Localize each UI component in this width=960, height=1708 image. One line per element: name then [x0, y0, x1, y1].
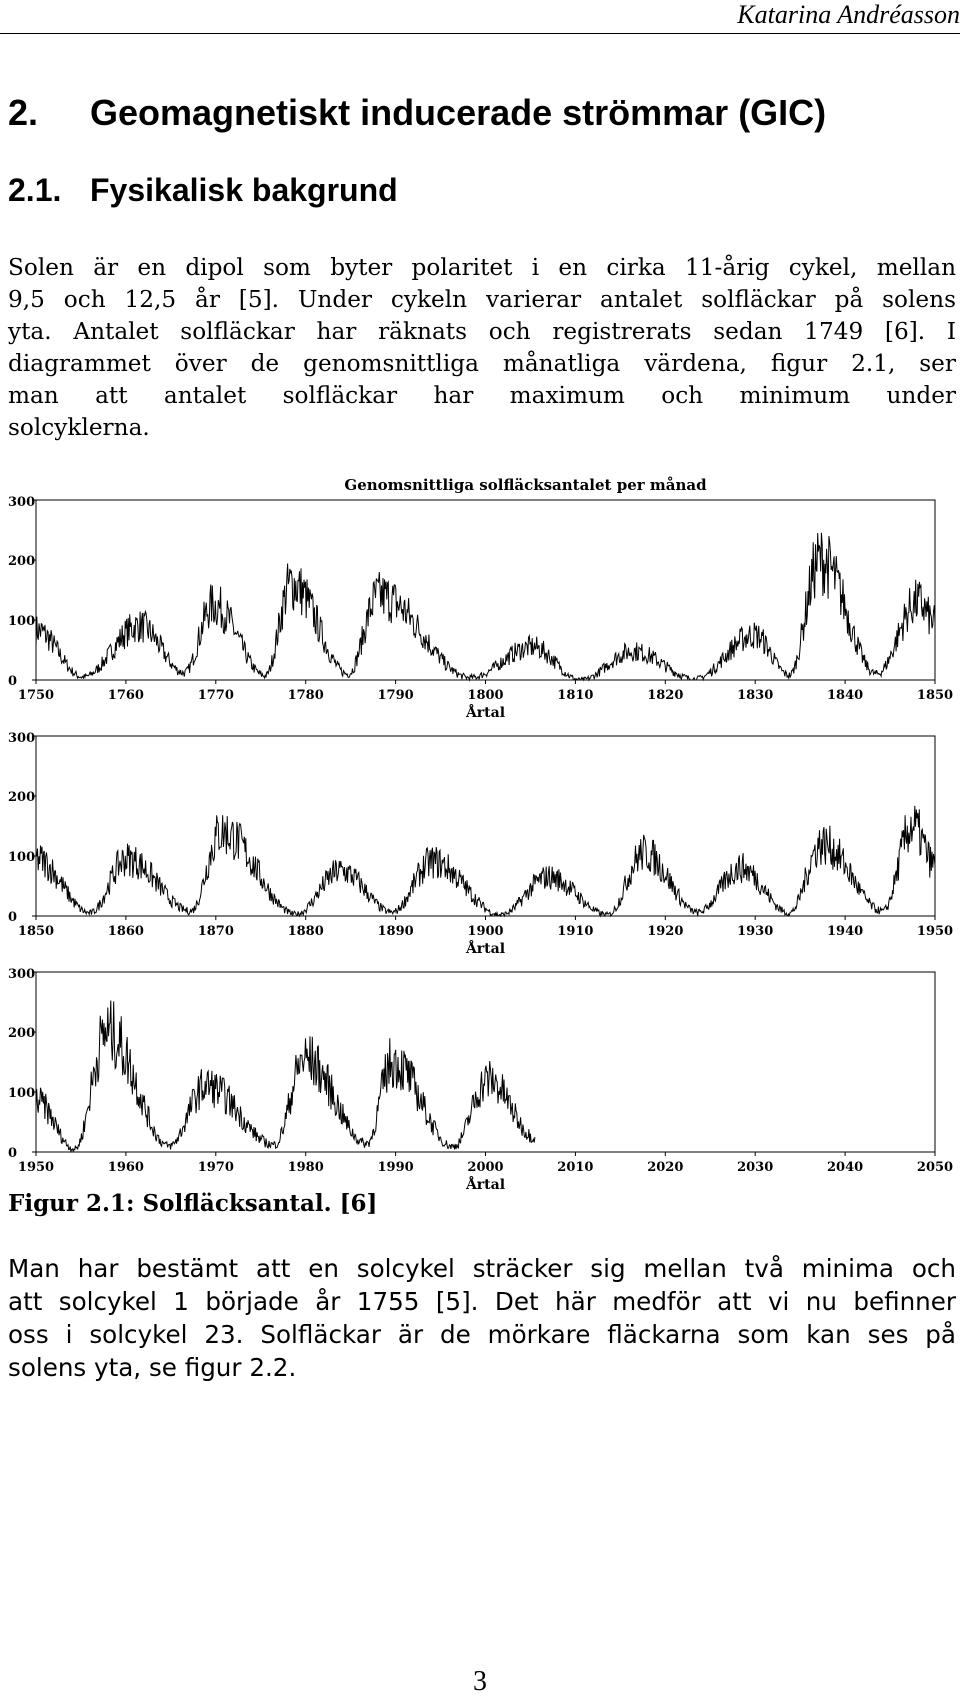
- paragraph-cycle: Man har bestämt att en solcykel sträcker…: [8, 1252, 956, 1384]
- running-head: Katarina Andréasson: [0, 0, 960, 34]
- x-tick-label: 1750: [18, 688, 54, 703]
- x-tick-label: 2040: [827, 1160, 863, 1175]
- subsection-title: Fysikalisk bakgrund: [90, 172, 398, 208]
- sunspot-series-line: [35, 805, 936, 918]
- x-tick-label: 1950: [917, 924, 953, 939]
- paragraph-line: Solen är en dipol som byter polaritet i …: [8, 254, 956, 281]
- x-tick-label: 1770: [198, 688, 234, 703]
- sunspot-figure: Genomsnittliga solfläcksantalet per måna…: [0, 470, 960, 1193]
- x-tick-label: 1980: [288, 1160, 324, 1175]
- x-tick-label: 1850: [917, 688, 953, 703]
- section-heading: 2. Geomagnetiskt inducerade strömmar (GIC…: [8, 92, 826, 134]
- x-tick-label: 1960: [108, 1160, 144, 1175]
- y-tick-label: 300: [8, 495, 35, 510]
- y-tick-label: 200: [8, 1026, 35, 1041]
- x-tick-label: 1760: [108, 688, 144, 703]
- subsection-heading: 2.1. Fysikalisk bakgrund: [8, 172, 398, 209]
- sunspot-series-line: [35, 532, 936, 682]
- figure-caption: Figur 2.1: Solfläcksantal. [6]: [8, 1190, 378, 1217]
- y-tick-label: 0: [8, 674, 17, 689]
- y-tick-label: 100: [8, 1086, 35, 1101]
- x-tick-label: 1890: [378, 924, 414, 939]
- x-tick-label: 2020: [647, 1160, 683, 1175]
- y-tick-label: 0: [8, 1146, 17, 1161]
- paragraph-line: att solcykel 1 började år 1755 [5]. Det …: [8, 1287, 956, 1316]
- paragraph-line: oss i solcykel 23. Solfläckar är de mörk…: [8, 1320, 956, 1349]
- x-tick-label: 1900: [467, 924, 503, 939]
- paragraph-line: Man har bestämt att en solcykel sträcker…: [8, 1254, 956, 1283]
- x-tick-label: 2050: [917, 1160, 953, 1175]
- x-tick-label: 2010: [557, 1160, 593, 1175]
- sunspot-chart: Genomsnittliga solfläcksantalet per måna…: [8, 476, 953, 1193]
- x-tick-label: 1910: [557, 924, 593, 939]
- paragraph-line: man att antalet solfläckar har maximum o…: [8, 382, 956, 409]
- y-tick-label: 100: [8, 614, 35, 629]
- chart-title: Genomsnittliga solfläcksantalet per måna…: [344, 476, 707, 494]
- x-tick-label: 1840: [827, 688, 863, 703]
- y-tick-label: 200: [8, 554, 35, 569]
- x-tick-label: 1850: [18, 924, 54, 939]
- x-tick-label: 1950: [18, 1160, 54, 1175]
- x-axis-label: Årtal: [465, 1175, 505, 1190]
- x-tick-label: 1990: [378, 1160, 414, 1175]
- x-tick-label: 2000: [467, 1160, 503, 1175]
- x-tick-label: 1860: [108, 924, 144, 939]
- x-tick-label: 1920: [647, 924, 683, 939]
- x-tick-label: 1780: [288, 688, 324, 703]
- y-tick-label: 300: [8, 967, 35, 982]
- sunspot-series-line: [35, 1000, 536, 1154]
- paragraph-line: yta. Antalet solfläckar har räknats och …: [8, 318, 956, 345]
- x-tick-label: 1930: [737, 924, 773, 939]
- y-tick-label: 300: [8, 731, 35, 746]
- plot-frame: [35, 735, 936, 917]
- x-tick-label: 1880: [288, 924, 324, 939]
- paragraph-intro: Solen är en dipol som byter polaritet i …: [8, 252, 956, 444]
- y-tick-label: 100: [8, 850, 35, 865]
- page-number: 3: [473, 1666, 487, 1697]
- x-tick-label: 2030: [737, 1160, 773, 1175]
- subsection-number: 2.1.: [8, 172, 62, 208]
- x-tick-label: 1870: [198, 924, 234, 939]
- x-tick-label: 1790: [378, 688, 414, 703]
- x-tick-label: 1800: [467, 688, 503, 703]
- x-axis-label: Årtal: [465, 939, 505, 957]
- section-title: Geomagnetiskt inducerade strömmar (GIC): [90, 92, 827, 133]
- paragraph-line: solens yta, se figur 2.2.: [8, 1353, 297, 1382]
- paragraph-line: diagrammet över de genomsnittliga månatl…: [8, 350, 956, 377]
- x-tick-label: 1940: [827, 924, 863, 939]
- paragraph-line: 9,5 och 12,5 år [5]. Under cykeln varier…: [8, 286, 956, 313]
- y-tick-label: 200: [8, 790, 35, 805]
- y-tick-label: 0: [8, 910, 17, 925]
- paragraph-line: solcyklerna.: [8, 414, 150, 441]
- plot-frame: [35, 971, 936, 1153]
- section-number: 2.: [8, 92, 39, 133]
- x-tick-label: 1830: [737, 688, 773, 703]
- x-axis-label: Årtal: [465, 703, 505, 721]
- x-tick-label: 1970: [198, 1160, 234, 1175]
- x-tick-label: 1820: [647, 688, 683, 703]
- x-tick-label: 1810: [557, 688, 593, 703]
